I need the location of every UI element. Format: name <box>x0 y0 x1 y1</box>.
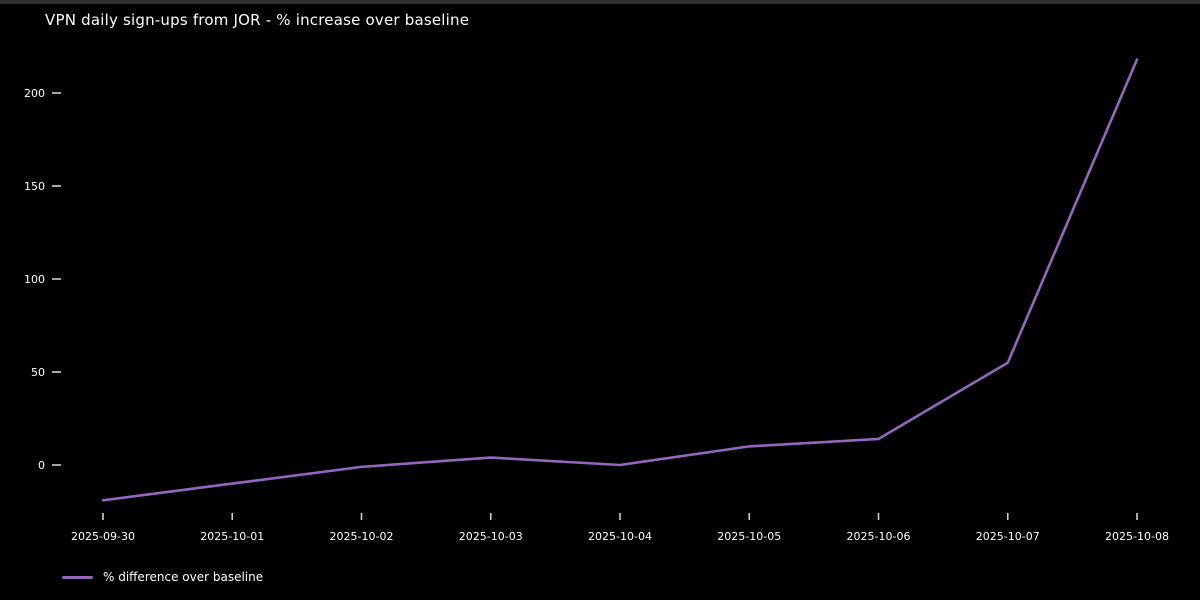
y-tick-label: 100 <box>24 273 45 286</box>
x-tick-label: 2025-10-07 <box>976 530 1040 543</box>
y-tick-label: 50 <box>31 366 45 379</box>
chart-title: VPN daily sign-ups from JOR - % increase… <box>45 11 470 29</box>
x-tick-label: 2025-09-30 <box>71 530 135 543</box>
x-tick-label: 2025-10-06 <box>847 530 911 543</box>
y-tick-label: 200 <box>24 87 45 100</box>
legend: % difference over baseline <box>62 569 263 585</box>
x-tick-label: 2025-10-03 <box>459 530 523 543</box>
window-top-edge <box>0 0 1200 4</box>
x-tick-label: 2025-10-01 <box>200 530 264 543</box>
y-tick-label: 0 <box>38 459 45 472</box>
x-tick-label: 2025-10-05 <box>717 530 781 543</box>
x-tick-label: 2025-10-02 <box>330 530 394 543</box>
legend-line-swatch <box>62 575 93 579</box>
x-tick-label: 2025-10-04 <box>588 530 652 543</box>
legend-series-label: % difference over baseline <box>103 570 264 584</box>
x-tick-label: 2025-10-08 <box>1105 530 1169 543</box>
y-tick-label: 150 <box>24 180 45 193</box>
series-line <box>101 58 1139 502</box>
